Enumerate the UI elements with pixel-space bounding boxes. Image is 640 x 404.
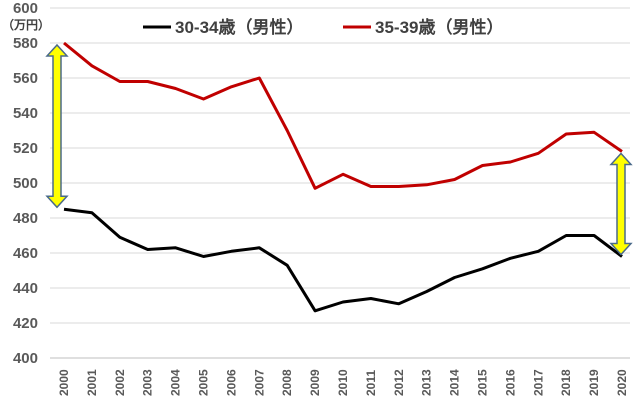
x-tick-label-2004: 2004 <box>169 369 183 396</box>
x-tick-label-2007: 2007 <box>252 369 266 396</box>
y-tick-label-500: 500 <box>13 175 38 192</box>
series-line-0 <box>63 207 623 313</box>
x-tick-label-2015: 2015 <box>476 369 490 396</box>
x-tick-label-2005: 2005 <box>197 369 211 396</box>
x-tick-label-2001: 2001 <box>85 369 99 396</box>
legend: 30-34歳（男性） 35-39歳（男性） <box>143 17 503 37</box>
x-axis-ticks: 2000 2001 2002 2003 2004 2005 2006 2007 2008 2009… <box>57 369 629 396</box>
x-tick-label-2010: 2010 <box>336 369 350 396</box>
x-tick-label-2017: 2017 <box>531 369 545 396</box>
x-tick-label-2008: 2008 <box>280 369 294 396</box>
x-tick-label-2020: 2020 <box>615 369 629 396</box>
double-arrow-2000 <box>45 43 69 209</box>
y-tick-label-420: 420 <box>13 315 38 332</box>
x-tick-label-2013: 2013 <box>420 369 434 396</box>
annotations <box>45 43 633 256</box>
x-tick-label-2011: 2011 <box>364 370 378 396</box>
y-tick-label-520: 520 <box>13 140 38 157</box>
y-tick-label-440: 440 <box>13 280 38 297</box>
x-tick-label-2014: 2014 <box>448 369 462 396</box>
x-tick-label-2006: 2006 <box>224 369 238 396</box>
y-tick-label-480: 480 <box>13 210 38 227</box>
y-tick-label-540: 540 <box>13 105 38 122</box>
y-tick-label-580: 580 <box>13 35 38 52</box>
y-tick-label-600: 600 <box>13 0 38 17</box>
series-line-1 <box>63 41 623 190</box>
x-tick-label-2002: 2002 <box>113 369 127 396</box>
legend-label-35-39: 35-39歳（男性） <box>375 17 503 37</box>
x-tick-label-2018: 2018 <box>559 369 573 396</box>
y-axis-ticks: 400 420 440 460 480 500 520 540 560 580 600 <box>13 0 38 367</box>
legend-label-30-34: 30-34歳（男性） <box>175 17 303 37</box>
gridlines <box>50 7 630 324</box>
y-tick-label-460: 460 <box>13 245 38 262</box>
x-tick-label-2003: 2003 <box>141 369 155 396</box>
x-tick-label-2012: 2012 <box>392 369 406 396</box>
y-tick-label-400: 400 <box>13 350 38 367</box>
double-arrow-2020 <box>609 152 633 256</box>
series-lines <box>63 41 623 313</box>
x-tick-label-2019: 2019 <box>587 369 601 396</box>
x-tick-label-2000: 2000 <box>57 369 71 396</box>
y-tick-label-560: 560 <box>13 70 38 87</box>
x-tick-label-2016: 2016 <box>503 369 517 396</box>
x-tick-label-2009: 2009 <box>308 369 322 396</box>
y-axis-unit-label: （万円） <box>2 17 50 32</box>
